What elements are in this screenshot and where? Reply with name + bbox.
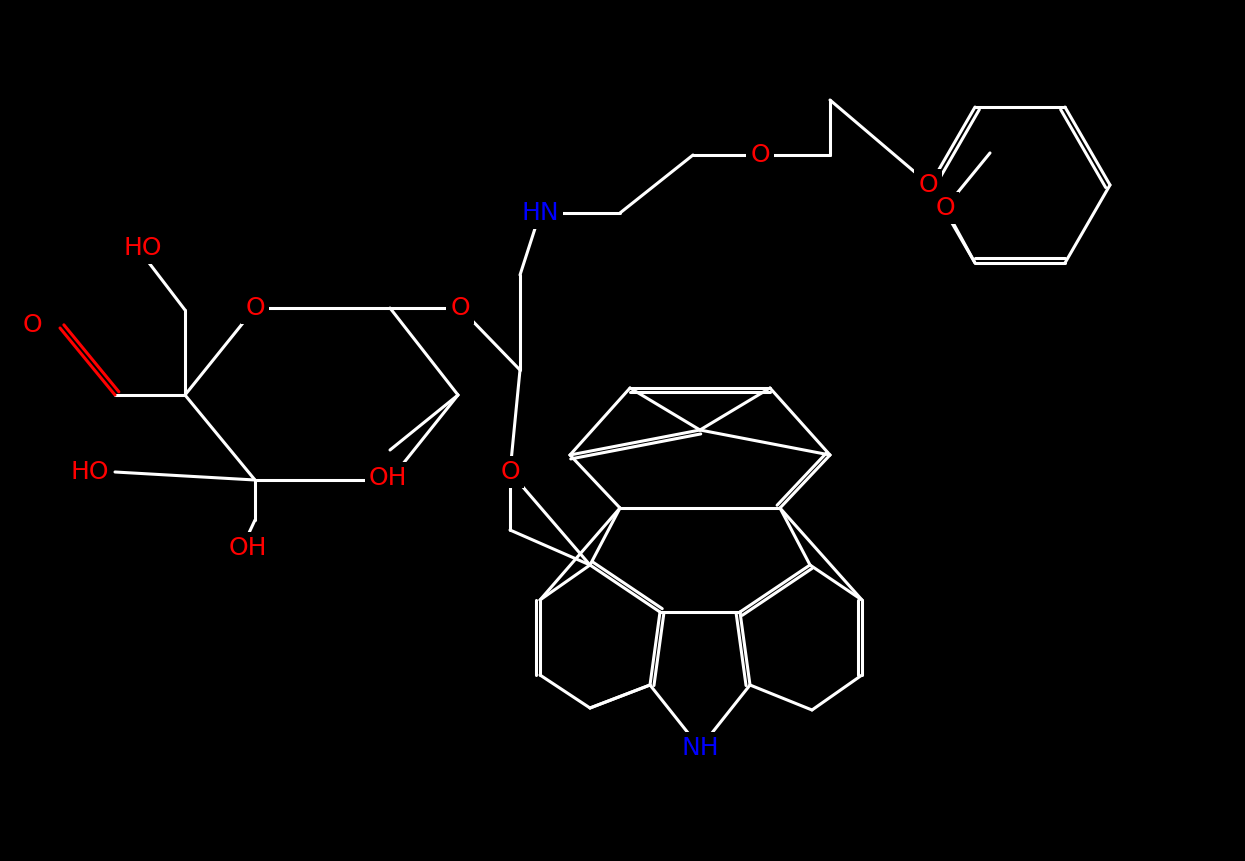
Text: O: O — [245, 296, 265, 320]
Text: O: O — [500, 460, 520, 484]
Text: HO: HO — [123, 236, 162, 260]
Text: O: O — [935, 196, 955, 220]
Text: O: O — [451, 296, 469, 320]
Text: NH: NH — [681, 736, 718, 760]
Text: HO: HO — [71, 460, 110, 484]
Text: OH: OH — [229, 536, 268, 560]
Text: O: O — [22, 313, 42, 337]
Text: HN: HN — [522, 201, 559, 225]
Text: O: O — [751, 143, 769, 167]
Text: OH: OH — [369, 466, 407, 490]
Text: O: O — [919, 173, 937, 197]
